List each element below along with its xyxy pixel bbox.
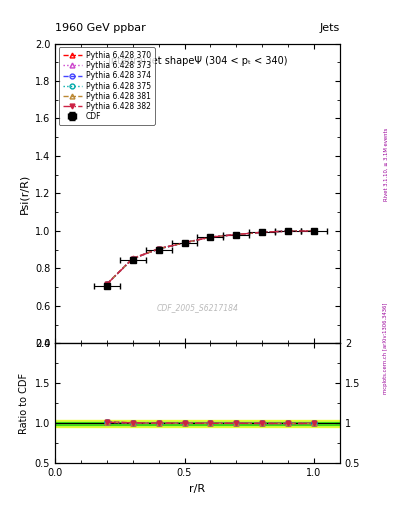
Pythia 6.428 370	[312, 228, 316, 234]
Text: Jets: Jets	[320, 23, 340, 33]
Pythia 6.428 374	[208, 234, 213, 240]
Pythia 6.428 375	[234, 231, 239, 238]
Line: Pythia 6.428 382: Pythia 6.428 382	[105, 228, 316, 287]
Pythia 6.428 381	[105, 281, 109, 287]
Pythia 6.428 382	[130, 255, 135, 262]
Pythia 6.428 375	[312, 228, 316, 234]
Pythia 6.428 381	[260, 229, 264, 236]
Line: Pythia 6.428 375: Pythia 6.428 375	[105, 228, 316, 287]
Text: CDF_2005_S6217184: CDF_2005_S6217184	[156, 303, 239, 312]
Pythia 6.428 381	[286, 228, 290, 234]
Y-axis label: Ratio to CDF: Ratio to CDF	[19, 373, 29, 434]
Pythia 6.428 375	[260, 229, 264, 236]
Pythia 6.428 374	[312, 228, 316, 234]
Pythia 6.428 373	[156, 246, 161, 252]
Bar	[55, 420, 340, 426]
Pythia 6.428 373	[260, 229, 264, 236]
Pythia 6.428 370	[286, 228, 290, 234]
Pythia 6.428 370	[260, 229, 264, 236]
Pythia 6.428 374	[156, 246, 161, 252]
Pythia 6.428 370	[156, 245, 161, 251]
Pythia 6.428 370	[182, 240, 187, 246]
Pythia 6.428 381	[182, 240, 187, 246]
Pythia 6.428 382	[234, 231, 239, 238]
Pythia 6.428 382	[312, 228, 316, 234]
Pythia 6.428 382	[286, 228, 290, 234]
Pythia 6.428 382	[156, 246, 161, 252]
Pythia 6.428 375	[156, 246, 161, 252]
Line: Pythia 6.428 370: Pythia 6.428 370	[105, 228, 316, 286]
Pythia 6.428 374	[234, 231, 239, 238]
Pythia 6.428 381	[208, 234, 213, 240]
Pythia 6.428 374	[130, 255, 135, 262]
Pythia 6.428 375	[105, 281, 109, 287]
Line: Pythia 6.428 374: Pythia 6.428 374	[105, 228, 316, 287]
Pythia 6.428 375	[182, 240, 187, 246]
Pythia 6.428 374	[260, 229, 264, 236]
Pythia 6.428 374	[105, 281, 109, 287]
Y-axis label: Psi(r/R): Psi(r/R)	[19, 174, 29, 214]
Pythia 6.428 373	[208, 234, 213, 240]
Text: Rivet 3.1.10, ≥ 3.1M events: Rivet 3.1.10, ≥ 3.1M events	[384, 127, 388, 201]
Pythia 6.428 382	[208, 234, 213, 240]
Pythia 6.428 382	[260, 229, 264, 236]
Pythia 6.428 373	[286, 228, 290, 234]
Legend: Pythia 6.428 370, Pythia 6.428 373, Pythia 6.428 374, Pythia 6.428 375, Pythia 6: Pythia 6.428 370, Pythia 6.428 373, Pyth…	[59, 47, 154, 125]
Line: Pythia 6.428 373: Pythia 6.428 373	[105, 228, 316, 287]
Line: Pythia 6.428 381: Pythia 6.428 381	[105, 228, 316, 287]
Pythia 6.428 373	[105, 281, 109, 287]
Pythia 6.428 370	[130, 255, 135, 262]
Pythia 6.428 381	[156, 246, 161, 252]
Pythia 6.428 373	[130, 255, 135, 262]
Pythia 6.428 382	[105, 281, 109, 287]
Pythia 6.428 370	[208, 234, 213, 240]
Pythia 6.428 373	[182, 240, 187, 246]
Pythia 6.428 373	[312, 228, 316, 234]
Pythia 6.428 373	[234, 231, 239, 238]
Pythia 6.428 375	[286, 228, 290, 234]
Bar	[55, 422, 340, 424]
Pythia 6.428 375	[130, 255, 135, 262]
Text: Integral jet shapeΨ (304 < pₜ < 340): Integral jet shapeΨ (304 < pₜ < 340)	[108, 55, 287, 66]
Text: mcplots.cern.ch [arXiv:1306.3436]: mcplots.cern.ch [arXiv:1306.3436]	[384, 303, 388, 394]
Pythia 6.428 374	[286, 228, 290, 234]
Pythia 6.428 381	[234, 231, 239, 238]
Pythia 6.428 370	[105, 281, 109, 287]
Pythia 6.428 381	[130, 255, 135, 262]
Text: 1960 GeV ppbar: 1960 GeV ppbar	[55, 23, 146, 33]
Pythia 6.428 370	[234, 231, 239, 238]
Pythia 6.428 382	[182, 240, 187, 246]
Pythia 6.428 381	[312, 228, 316, 234]
Pythia 6.428 374	[182, 240, 187, 246]
Pythia 6.428 375	[208, 234, 213, 240]
X-axis label: r/R: r/R	[189, 484, 206, 494]
